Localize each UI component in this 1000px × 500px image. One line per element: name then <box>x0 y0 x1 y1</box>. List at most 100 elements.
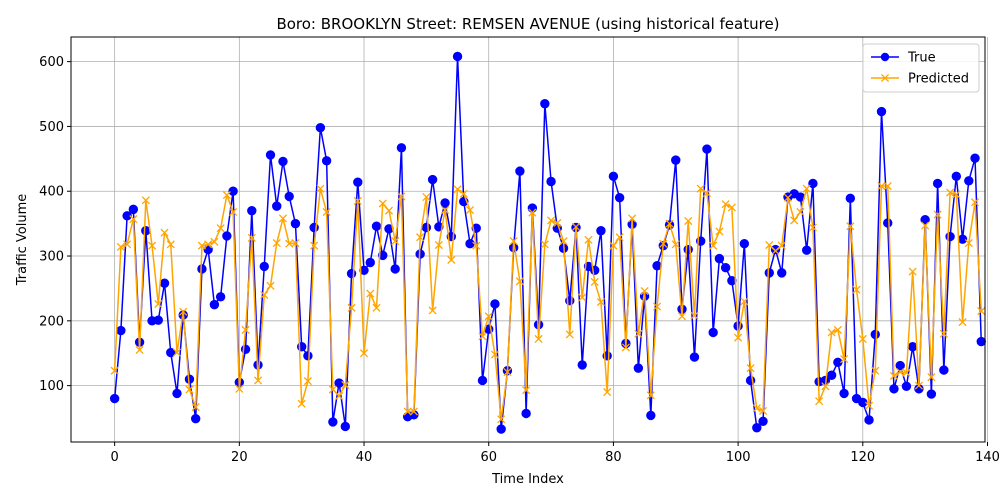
data-point <box>901 381 912 391</box>
data-point <box>390 264 400 274</box>
data-point <box>172 388 182 399</box>
data-point <box>116 325 126 336</box>
x-tick-label: 0 <box>111 450 119 465</box>
data-point <box>808 178 818 189</box>
data-point <box>297 399 306 408</box>
data-point <box>907 342 918 352</box>
data-point <box>484 312 493 321</box>
data-point <box>497 415 506 424</box>
data-point <box>190 413 201 424</box>
x-tick-label: 20 <box>231 450 248 465</box>
data-point <box>783 193 793 202</box>
y-tick-label: 100 <box>39 379 64 394</box>
data-point <box>921 221 930 230</box>
legend-marker <box>880 73 890 83</box>
data-point <box>260 290 269 299</box>
data-point <box>315 123 326 133</box>
data-point <box>278 214 288 223</box>
data-point <box>166 240 175 249</box>
data-point <box>210 237 219 246</box>
data-point <box>871 366 880 375</box>
x-tick-label: 120 <box>850 450 875 465</box>
data-point <box>421 222 432 233</box>
data-point <box>578 293 587 302</box>
data-point <box>328 385 337 394</box>
data-point <box>708 327 718 338</box>
data-point <box>284 191 294 202</box>
data-point <box>709 241 718 250</box>
data-point <box>970 153 980 163</box>
data-point <box>440 198 450 208</box>
data-point <box>815 397 824 406</box>
data-point <box>179 307 188 316</box>
data-point <box>247 233 256 242</box>
data-point <box>976 336 986 347</box>
data-point <box>129 215 138 224</box>
data-point <box>209 299 220 310</box>
data-point <box>746 364 755 373</box>
data-point <box>371 221 382 231</box>
data-point <box>977 307 986 316</box>
data-point <box>846 222 855 231</box>
data-point <box>527 203 538 213</box>
data-point <box>335 391 344 401</box>
data-point <box>278 156 288 167</box>
data-point <box>253 376 263 385</box>
data-point <box>690 311 699 320</box>
data-point <box>204 240 213 249</box>
legend: True Predicted <box>862 43 980 93</box>
data-point <box>895 360 905 371</box>
data-point <box>876 106 887 117</box>
data-point <box>465 205 475 215</box>
data-point <box>427 174 438 185</box>
data-point <box>397 192 406 201</box>
data-point <box>403 407 412 416</box>
data-point <box>503 367 512 377</box>
data-point <box>147 241 157 250</box>
plot-frame <box>70 36 986 443</box>
x-tick-label: 100 <box>726 450 751 465</box>
data-point <box>235 384 244 393</box>
data-point <box>122 211 132 221</box>
data-point <box>203 244 213 255</box>
data-point <box>964 239 973 248</box>
data-point <box>734 333 743 342</box>
data-point <box>521 408 531 419</box>
data-point <box>571 222 581 231</box>
data-point <box>739 239 750 249</box>
data-point <box>359 349 369 358</box>
data-point <box>378 199 387 208</box>
data-point <box>827 328 836 337</box>
data-point <box>366 289 375 298</box>
y-tick-label: 500 <box>39 120 64 135</box>
data-point <box>852 285 861 294</box>
data-point <box>522 386 531 395</box>
data-point <box>459 189 468 198</box>
data-point <box>197 264 207 274</box>
data-point <box>303 351 313 361</box>
data-point <box>758 416 768 426</box>
data-point <box>135 345 144 355</box>
data-point <box>621 343 630 352</box>
data-point <box>290 218 301 229</box>
data-point <box>391 237 400 246</box>
data-point <box>920 215 930 225</box>
data-point <box>889 384 899 394</box>
data-point <box>515 166 525 176</box>
data-point <box>540 99 550 109</box>
data-point <box>565 330 574 339</box>
data-point <box>696 184 705 193</box>
data-point <box>634 329 643 338</box>
data-point <box>159 278 170 288</box>
data-point <box>441 205 450 215</box>
data-point <box>241 325 250 334</box>
data-point <box>590 265 600 275</box>
legend-item-true: True <box>871 51 936 66</box>
data-point <box>265 150 276 160</box>
data-point <box>490 299 500 309</box>
data-point <box>952 190 961 199</box>
data-point <box>353 177 363 187</box>
data-point <box>509 237 518 246</box>
data-point <box>870 329 880 340</box>
data-point <box>353 196 362 206</box>
